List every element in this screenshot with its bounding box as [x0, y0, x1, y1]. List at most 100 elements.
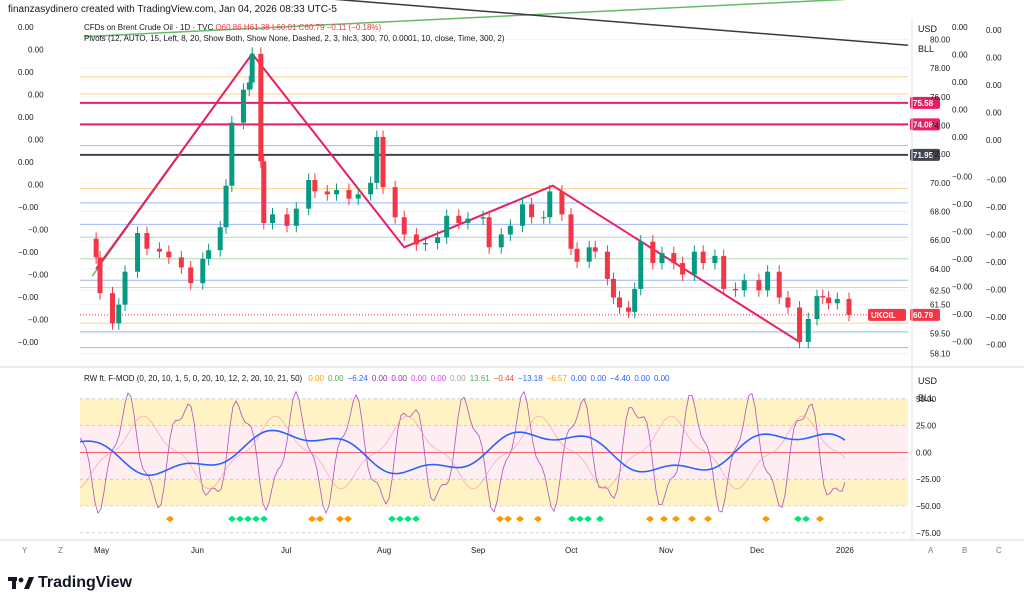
right-pivot-value-b: 0.00: [986, 26, 1002, 35]
right-pivot-value-b: −0.00: [986, 176, 1007, 185]
sell-signal-diamond: [496, 515, 504, 523]
tradingview-footer[interactable]: TradingView: [8, 572, 132, 594]
symbol-legend: CFDs on Brent Crude Oil · 1D · TVC O60.8…: [84, 23, 381, 32]
candle-body: [826, 297, 832, 304]
time-axis-label: Jun: [191, 546, 204, 555]
symbol-title: CFDs on Brent Crude Oil · 1D · TVC: [84, 23, 214, 32]
osc-legend-value: −4.40: [610, 374, 631, 383]
price-tick-label: 58.10: [930, 349, 951, 358]
sell-signal-diamond: [816, 515, 824, 523]
buy-signal-diamond: [568, 515, 576, 523]
sell-signal-diamond: [534, 515, 542, 523]
candle-body: [626, 307, 632, 312]
ohlc-values: O60.86 H61.38 L60.01 C60.79 −0.11 (−0.18…: [215, 23, 382, 32]
candle-body: [541, 217, 547, 219]
candle-body: [229, 122, 235, 186]
black-trendline: [334, 0, 909, 46]
osc-tick-label: 25.00: [916, 422, 937, 431]
candle-body: [480, 217, 486, 219]
price-tick-label: 61.50: [930, 301, 951, 310]
candle-body: [604, 251, 610, 279]
osc-legend-value: 0.00: [410, 374, 427, 383]
left-pivot-value: 0.00: [18, 68, 34, 77]
sell-signal-diamond: [646, 515, 654, 523]
candle-body: [284, 214, 290, 226]
osc-purple-line: [79, 390, 846, 515]
osc-legend-value: 13.61: [469, 374, 490, 383]
candle-body: [610, 278, 616, 298]
candle-body: [392, 187, 398, 218]
price-currency-label: USD: [918, 24, 938, 34]
candle-body: [834, 298, 840, 304]
candle-body: [820, 296, 826, 298]
osc-legend-value: 0.00: [371, 374, 388, 383]
candle-body: [444, 215, 450, 238]
candle-body: [435, 237, 441, 244]
candle-body: [486, 217, 492, 248]
candle-body: [374, 136, 380, 183]
candle-body: [306, 179, 312, 209]
right-pivot-value-a: −0.00: [952, 200, 973, 209]
sell-signal-diamond: [316, 515, 324, 523]
time-axis-label: 2026: [836, 546, 854, 555]
candle-body: [814, 296, 820, 319]
buy-signal-diamond: [260, 515, 268, 523]
osc-legend-value: −6.57: [546, 374, 567, 383]
right-pivot-value-a: −0.00: [952, 283, 973, 292]
right-pivot-value-a: 0.00: [952, 51, 968, 60]
right-pivot-value-b: −0.00: [986, 203, 1007, 212]
oscillator-pane[interactable]: [79, 390, 908, 534]
osc-tick-label: 0.00: [916, 448, 932, 457]
candle-body: [188, 267, 194, 284]
left-pivot-value: 0.00: [18, 113, 34, 122]
tradingview-brand: TradingView: [38, 574, 132, 591]
sell-signal-diamond: [672, 515, 680, 523]
candle-body: [156, 248, 162, 252]
price-tick-label: 70.00: [930, 179, 951, 188]
sell-signal-diamond: [762, 515, 770, 523]
price-tick-label: 80.00: [930, 36, 951, 45]
candle-body: [293, 208, 299, 226]
left-pivot-value: −0.00: [18, 248, 39, 257]
candle-body: [559, 191, 565, 215]
left-pivot-value: 0.00: [28, 46, 44, 55]
axis-corner-label: B: [962, 546, 967, 555]
osc-legend-value: 0.00: [308, 374, 324, 383]
price-tick-label: 72.00: [930, 150, 951, 159]
pivots-legend: Pivots (12, AUTO, 15, Left, 8, 20, Show …: [84, 34, 505, 43]
price-badge: [910, 308, 940, 321]
price-badge-label: 74.08: [913, 120, 934, 129]
axis-corner-label: Y: [22, 546, 28, 555]
time-axis-label: Oct: [565, 546, 578, 555]
left-pivot-value: −0.00: [18, 203, 39, 212]
candle-body: [529, 204, 535, 218]
candle-body: [805, 319, 811, 342]
candle-body: [346, 190, 352, 199]
price-badge-label: 75.58: [913, 99, 934, 108]
candle-body: [519, 204, 525, 226]
created-by-line: finanzasydinero created with TradingView…: [8, 4, 337, 15]
right-pivot-value-b: 0.00: [986, 136, 1002, 145]
buy-signal-diamond: [412, 515, 420, 523]
candle-body: [312, 179, 318, 192]
price-badge: [910, 118, 940, 131]
candle-body: [144, 233, 150, 249]
candle-body: [217, 227, 223, 251]
candle-body: [401, 217, 407, 235]
main-price-pane[interactable]: 75.58 74.08 71.95 UKOIL 60.79: [80, 0, 940, 354]
left-pivot-value: −0.00: [28, 316, 49, 325]
right-pivot-value-b: 0.00: [986, 81, 1002, 90]
osc-legend-value: 0.00: [634, 374, 650, 383]
oscillator-legend: RW ft. F-MOD (0, 20, 10, 1, 5, 0, 20, 10…: [84, 374, 670, 383]
buy-signal-diamond: [236, 515, 244, 523]
candle-body: [368, 182, 374, 195]
candle-body: [700, 251, 706, 264]
candle-body: [258, 53, 264, 162]
osc-legend-value: 0.00: [590, 374, 607, 383]
candle-body: [638, 241, 644, 289]
candle-body: [691, 251, 697, 275]
osc-lower-band: [80, 479, 908, 506]
candle-body: [712, 255, 718, 264]
